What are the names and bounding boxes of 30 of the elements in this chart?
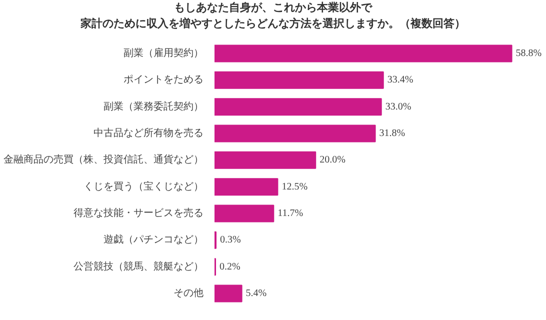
data-label: 31.8% <box>379 128 406 139</box>
y-tick-label: その他 <box>174 287 204 299</box>
y-tick-label: 副業（業務委託契約） <box>104 100 204 112</box>
y-tick-label: 副業（雇用契約） <box>124 47 204 59</box>
data-label: 0.2% <box>220 261 240 272</box>
data-label: 33.0% <box>385 101 412 112</box>
data-label: 33.4% <box>387 74 414 86</box>
data-label: 20.0% <box>320 154 346 166</box>
bar <box>214 44 512 62</box>
y-tick-label: 遊戯（パチンコなど） <box>104 234 204 246</box>
chart-subtitle: 家計のために収入を増やすとしたらどんな方法を選択しますか。（複数回答） <box>80 16 466 32</box>
bar <box>214 124 376 142</box>
y-tick-label: くじを買う（宝くじなど） <box>84 180 204 192</box>
bar <box>214 71 384 89</box>
bar <box>214 284 242 302</box>
bar <box>214 151 316 169</box>
bar <box>214 178 278 196</box>
data-label: 0.3% <box>220 234 241 246</box>
chart-title: もしあなた自身が、これから本業以外で <box>174 0 372 16</box>
data-label: 5.4% <box>246 288 267 299</box>
y-tick-label: 金融商品の売買（株、投資信託、通貨など） <box>4 154 204 166</box>
data-label: 12.5% <box>282 181 308 192</box>
y-tick-label: ポイントをためる <box>124 74 204 86</box>
y-tick-label: 中古品など所有物を売る <box>94 127 204 139</box>
bar <box>214 204 274 222</box>
data-label: 58.8% <box>516 48 542 59</box>
bar <box>214 98 382 116</box>
data-label: 11.7% <box>278 208 304 219</box>
y-tick-label: 得意な技能・サービスを売る <box>74 207 204 219</box>
y-tick-label: 公営競技（競馬、競艇など） <box>74 260 204 272</box>
